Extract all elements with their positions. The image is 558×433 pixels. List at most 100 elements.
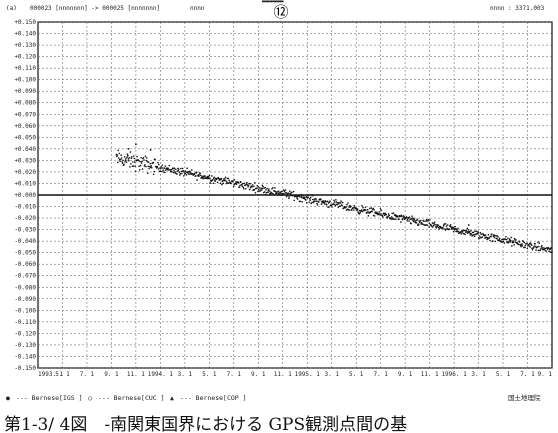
x-tick-label: 7. 1	[520, 371, 535, 378]
agency-label: 国土地理院	[508, 393, 541, 402]
data-point	[221, 183, 223, 186]
data-point	[310, 202, 312, 205]
data-point	[254, 191, 257, 194]
data-point	[132, 161, 134, 163]
data-point	[247, 186, 249, 188]
y-tick-labels: +0.150 +0.140 +0.130 +0.120 +0.110 +0.100 +0.0…	[14, 19, 36, 372]
data-point	[207, 175, 210, 178]
y-tick-label: +0.090	[14, 88, 36, 95]
data-point	[179, 172, 182, 175]
data-point	[121, 162, 124, 164]
data-point	[479, 231, 482, 234]
data-point	[393, 218, 395, 221]
data-point	[287, 192, 290, 194]
data-point	[466, 227, 469, 230]
data-point	[335, 201, 338, 203]
data-point	[140, 162, 143, 164]
data-point	[373, 215, 376, 217]
data-point	[299, 200, 302, 203]
data-point	[225, 182, 228, 185]
data-point	[287, 194, 289, 197]
data-point	[508, 240, 510, 243]
data-point	[334, 204, 337, 207]
data-point	[425, 224, 427, 226]
data-point	[208, 174, 211, 177]
data-point	[280, 192, 282, 195]
data-point	[131, 156, 133, 158]
data-point	[346, 203, 348, 206]
data-point	[550, 247, 552, 249]
data-point	[509, 239, 512, 242]
data-point	[398, 218, 400, 221]
data-point	[435, 226, 438, 229]
data-point	[406, 220, 408, 222]
data-point	[531, 248, 534, 251]
data-point	[431, 225, 433, 227]
data-point	[144, 163, 146, 166]
data-point	[126, 153, 129, 155]
x-tick-label: 9. 1	[538, 371, 553, 378]
data-point	[498, 237, 501, 240]
data-point	[310, 193, 313, 196]
legend: ● --- Bernese[IGS ] ○ --- Bernese[CUC ] …	[6, 393, 541, 402]
data-point	[496, 235, 498, 237]
data-point	[170, 168, 173, 171]
legend-item-cuc: ○ --- Bernese[CUC ]	[88, 394, 165, 402]
data-point	[140, 157, 142, 159]
data-point	[139, 164, 142, 167]
data-point	[426, 220, 428, 222]
data-point	[536, 246, 539, 248]
data-point	[460, 233, 463, 235]
data-point	[301, 196, 303, 199]
data-point	[523, 241, 526, 244]
data-point	[308, 197, 311, 200]
data-point	[239, 181, 242, 184]
data-point	[429, 219, 431, 221]
data-point	[164, 171, 166, 174]
data-point	[315, 198, 317, 201]
data-point	[158, 163, 160, 166]
legend-item-cop: ▲ --- Bernese[COP ]	[170, 394, 247, 402]
data-point	[448, 228, 451, 230]
data-point	[207, 177, 210, 180]
data-point	[489, 239, 491, 242]
data-point	[382, 216, 384, 218]
data-point	[480, 233, 483, 236]
data-point	[261, 184, 264, 187]
data-point	[289, 190, 291, 192]
data-point	[274, 190, 277, 193]
data-point	[486, 236, 489, 239]
data-point	[181, 172, 183, 175]
data-point	[358, 213, 361, 215]
data-point	[125, 157, 127, 160]
y-tick-label: +0.020	[14, 169, 36, 176]
data-point	[233, 183, 235, 186]
data-point	[187, 170, 189, 173]
data-point	[394, 214, 397, 217]
x-tick-label: 5. 1	[202, 371, 217, 378]
data-point	[341, 201, 344, 204]
data-point	[400, 214, 403, 216]
data-point	[177, 169, 180, 172]
data-point	[296, 198, 299, 200]
data-point	[308, 201, 311, 203]
data-point	[173, 167, 176, 170]
data-point	[262, 185, 264, 188]
y-tick-label: -0.010	[14, 204, 36, 211]
data-point	[309, 196, 312, 199]
data-point	[242, 186, 245, 189]
legend-label-cuc: --- Bernese[CUC ]	[98, 394, 165, 402]
data-point	[526, 242, 528, 245]
data-point	[119, 160, 121, 163]
data-point	[332, 203, 335, 205]
y-tick-label: +0.030	[14, 157, 36, 164]
data-point	[532, 246, 535, 249]
x-tick-label: 3. 1	[471, 371, 486, 378]
data-point	[254, 181, 256, 184]
data-point	[509, 241, 512, 243]
data-point	[400, 221, 402, 223]
data-point	[365, 209, 367, 211]
data-point	[524, 246, 526, 249]
data-point	[185, 174, 188, 176]
data-point	[516, 241, 518, 244]
